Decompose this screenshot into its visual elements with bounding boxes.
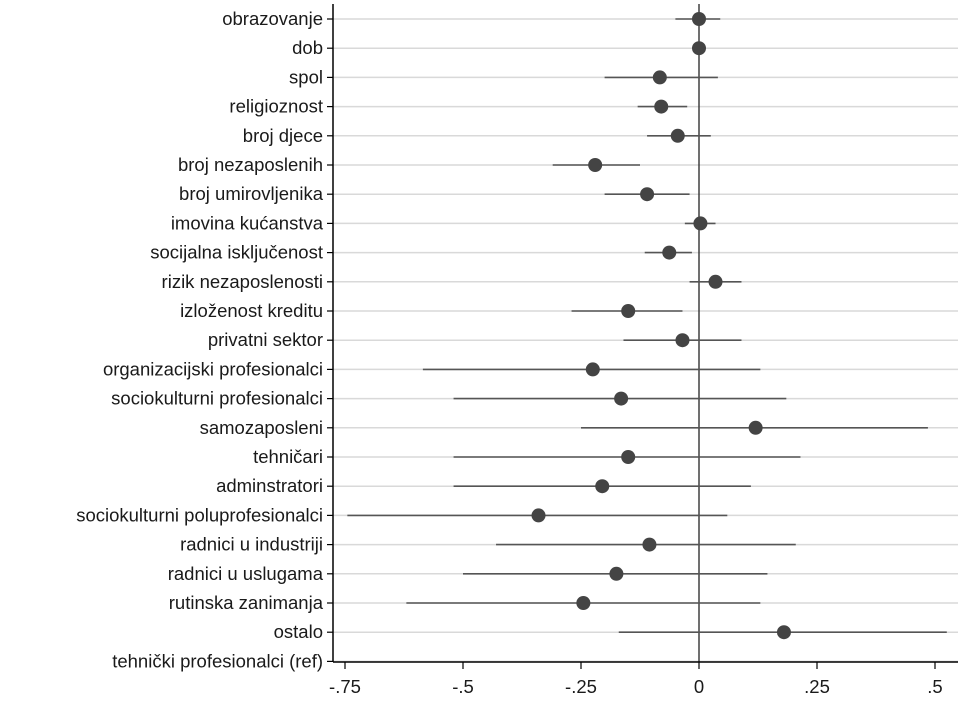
y-tick-label: izloženost kreditu [180, 300, 323, 321]
y-tick-label: broj nezaposlenih [178, 154, 323, 175]
point-estimate [621, 450, 636, 464]
x-tick-label: .25 [804, 676, 830, 697]
y-tick-label: spol [289, 66, 323, 87]
y-tick-label: socijalna isključenost [150, 242, 323, 263]
point-estimate [776, 625, 791, 640]
y-tick-label: sociokulturni poluprofesionalci [76, 504, 323, 525]
point-estimate [675, 333, 690, 348]
x-tick-label: -.75 [329, 676, 361, 697]
x-ticks: -.75 -.5 -.25 0 .25 .5 [329, 662, 943, 697]
y-tick-label: radnici u industriji [180, 534, 323, 555]
y-tick-label: dob [292, 37, 323, 58]
point-estimate [531, 508, 546, 523]
y-tick-label: broj djece [243, 125, 323, 146]
point-estimate [585, 362, 600, 377]
axes [332, 4, 958, 663]
y-tick-label: rutinska zanimanja [169, 592, 324, 613]
point-estimate [621, 304, 636, 318]
x-tick-label: -.5 [452, 676, 474, 697]
y-tick-label: radnici u uslugama [168, 563, 324, 584]
y-tick-label: imovina kućanstva [171, 212, 324, 233]
x-tick-label: .5 [927, 676, 942, 697]
point-estimate [642, 537, 657, 552]
point-estimates [531, 12, 791, 640]
y-tick-label: tehnički profesionalci (ref) [112, 650, 323, 671]
y-tick-label: adminstratori [216, 475, 323, 496]
point-estimate [609, 566, 624, 581]
y-tick-label: broj umirovljenika [179, 183, 324, 204]
point-estimate [693, 216, 708, 231]
point-estimate [595, 479, 610, 494]
point-estimate [652, 70, 667, 85]
point-estimate [692, 12, 706, 26]
y-tick-label: tehničari [253, 446, 323, 467]
x-tick-label: -.25 [565, 676, 597, 697]
point-estimate [576, 596, 591, 610]
y-tick-label: ostalo [274, 621, 323, 642]
point-estimate [640, 187, 655, 202]
point-estimate [670, 128, 685, 143]
y-tick-label: samozaposleni [200, 417, 323, 438]
y-tick-label: privatni sektor [208, 329, 323, 350]
y-tick-label: sociokulturni profesionalci [111, 388, 323, 409]
y-tick-label: rizik nezaposlenosti [162, 271, 323, 292]
y-tick-labels: obrazovanje dob spol religioznost broj djece… [76, 8, 333, 671]
point-estimate [614, 391, 629, 406]
point-estimate [662, 245, 677, 260]
point-estimate [654, 99, 669, 114]
point-estimate [748, 420, 763, 435]
x-tick-label: 0 [694, 676, 704, 697]
point-estimate [588, 158, 603, 172]
y-tick-label: organizacijski profesionalci [103, 358, 323, 379]
y-tick-label: religioznost [229, 96, 323, 117]
point-estimate [692, 41, 706, 56]
y-tick-label: obrazovanje [222, 8, 323, 29]
point-estimate [708, 274, 723, 289]
